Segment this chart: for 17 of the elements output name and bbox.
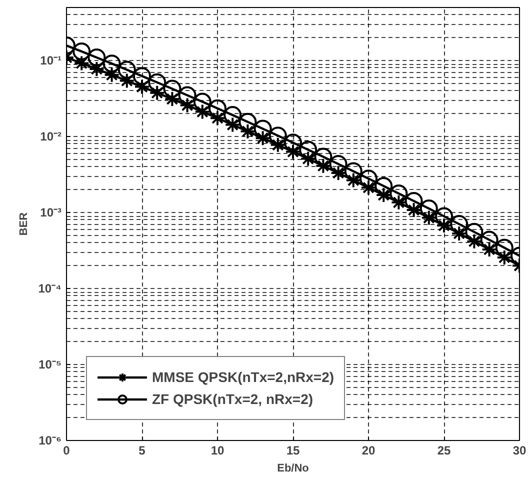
x-tick-label: 25 [437,444,451,458]
y-axis-title: BER [18,212,30,236]
y-tick-label: 10⁻¹ [40,54,62,68]
legend-label: ZF QPSK(nTx=2, nRx=2) [152,391,314,407]
x-tick-label: 15 [286,444,300,458]
x-tick-label: 5 [138,444,146,458]
y-tick-label: 10⁻³ [40,206,62,220]
legend-label: MMSE QPSK(nTx=2,nRx=2) [152,369,334,385]
x-tick-label: 30 [512,444,526,458]
y-tick-label: 10⁻⁴ [38,282,62,296]
x-axis-title: Eb/No [277,462,310,474]
y-tick-label: 10⁻⁶ [38,434,62,448]
x-tick-label: 0 [63,444,70,458]
y-tick-label: 10⁻⁵ [38,358,62,372]
x-tick-label: 10 [210,444,224,458]
x-tick-label: 20 [362,444,376,458]
y-tick-label: 10⁻² [40,130,62,144]
